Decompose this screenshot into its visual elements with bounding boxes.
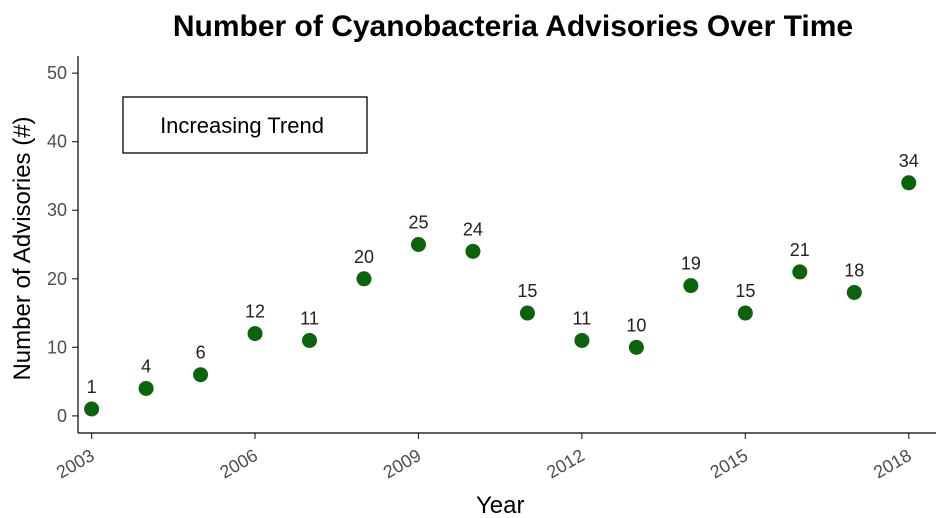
data-label: 10 xyxy=(626,315,646,335)
y-tick-label: 30 xyxy=(47,200,67,220)
y-axis-title: Number of Advisories (#) xyxy=(9,116,36,380)
data-label: 21 xyxy=(790,240,810,260)
x-tick-label: 2018 xyxy=(870,445,915,482)
annotation-text: Increasing Trend xyxy=(160,113,324,138)
data-point xyxy=(574,332,590,348)
data-label: 25 xyxy=(408,213,428,233)
x-tick-label: 2006 xyxy=(216,445,261,482)
x-tick-label: 2012 xyxy=(543,445,588,482)
x-axis-title: Year xyxy=(476,492,525,518)
data-label: 20 xyxy=(354,247,374,267)
data-label: 6 xyxy=(196,343,206,363)
chart-title: Number of Cyanobacteria Advisories Over … xyxy=(173,10,853,43)
data-label: 18 xyxy=(844,260,864,280)
annotation-border xyxy=(122,96,368,154)
data-label: 1 xyxy=(87,377,97,397)
y-axis-ticks: 0 10 20 30 40 50 xyxy=(47,63,78,426)
data-label: 15 xyxy=(735,281,755,301)
data-point xyxy=(846,284,862,300)
data-point xyxy=(302,332,318,348)
y-tick-label: 40 xyxy=(47,132,67,152)
data-label: 12 xyxy=(245,302,265,322)
data-labels: 1 4 6 12 11 20 25 24 15 11 10 19 15 21 18 34 xyxy=(87,151,919,397)
x-tick-label: 2015 xyxy=(707,445,752,482)
data-point xyxy=(519,305,535,321)
data-point xyxy=(410,237,426,252)
data-points xyxy=(84,175,917,417)
data-point xyxy=(737,305,753,321)
y-tick-label: 20 xyxy=(47,269,67,289)
data-label: 24 xyxy=(463,219,483,239)
x-axis-ticks: 2003 2006 2009 2012 2015 2018 xyxy=(53,433,915,482)
data-point xyxy=(247,326,263,342)
data-point xyxy=(356,271,372,287)
data-point xyxy=(628,339,644,355)
data-point xyxy=(901,175,917,191)
y-tick-label: 50 xyxy=(47,63,67,83)
y-tick-label: 10 xyxy=(47,337,67,357)
data-point xyxy=(138,380,154,396)
data-label: 11 xyxy=(300,308,319,328)
x-tick-label: 2003 xyxy=(53,445,98,482)
y-tick-label: 0 xyxy=(57,406,67,426)
data-label: 4 xyxy=(141,356,151,376)
data-label: 11 xyxy=(573,308,592,328)
data-point xyxy=(465,243,481,259)
x-tick-label: 2009 xyxy=(380,445,425,482)
data-point xyxy=(683,278,699,294)
annotation-box: Increasing Trend xyxy=(122,96,368,154)
data-point xyxy=(792,264,808,280)
data-point xyxy=(193,367,209,383)
data-label: 34 xyxy=(899,151,919,171)
data-label: 15 xyxy=(517,281,537,301)
data-label: 19 xyxy=(681,254,701,274)
data-point xyxy=(84,401,100,417)
